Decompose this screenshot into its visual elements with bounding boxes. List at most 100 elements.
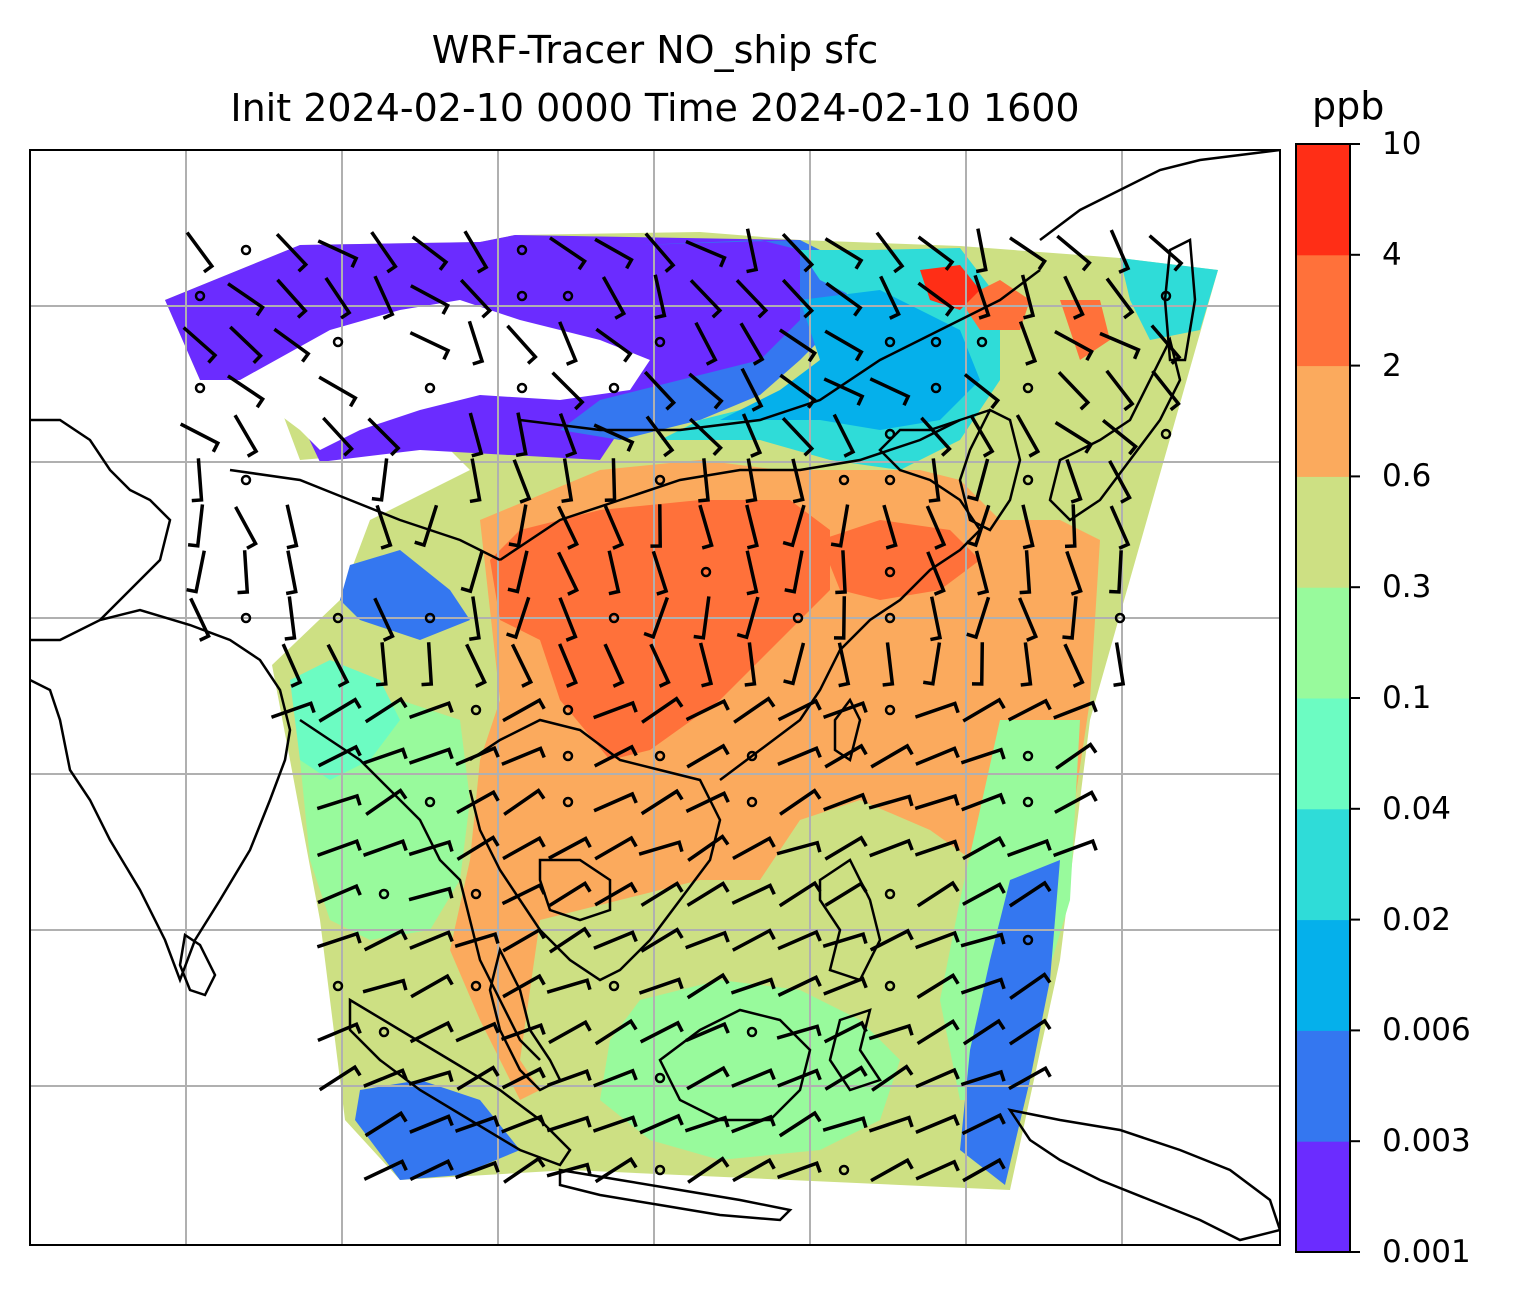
colorbar-segment [1296,365,1350,477]
calm-wind-circle [240,612,252,624]
calm-wind-circle [424,382,436,394]
wind-barb [915,1159,960,1181]
wind-barb [915,746,960,766]
calm-wind-circle [240,244,252,256]
wind-barb [1064,504,1077,549]
wind-barb [284,596,297,641]
calm-wind-circle [654,750,666,762]
wind-barb [961,792,1006,812]
wind-barb [1008,236,1048,271]
calm-wind-circle [884,980,896,992]
wind-barb [508,504,528,548]
colorbar [1295,143,1360,1253]
calm-wind-circle [516,382,528,394]
wind-barb [685,239,727,268]
wind-barb [318,375,358,408]
wind-barb [229,325,263,365]
wind-barb [454,1160,500,1180]
wind-barb [784,550,804,594]
wind-barb [1006,838,1052,858]
wind-barb [685,930,730,950]
wind-barb [925,505,947,550]
wind-barb [316,793,362,811]
wind-barb [469,596,481,641]
wind-barb [928,458,941,503]
wind-barb [638,840,684,856]
wind-barb [643,370,677,411]
wind-barb [685,698,730,722]
wind-barb [822,932,868,948]
wind-barb [454,932,500,948]
wind-barb [1053,700,1098,720]
wind-barb [960,1069,1006,1087]
wind-barb [960,747,1006,765]
calm-wind-circle [332,336,344,348]
wind-barb [1008,1065,1052,1091]
wind-barb [456,789,500,815]
wind-barb [191,458,204,503]
wind-barb [1020,642,1033,687]
wind-barb [270,701,316,719]
wind-barb [558,412,578,458]
wind-barb [371,458,389,502]
calm-wind-circle [654,1072,666,1084]
wind-barb [507,550,529,594]
colorbar-segment [1296,1030,1350,1142]
wind-barb [869,838,914,858]
wind-barb [966,458,990,502]
china-very-high-zone [490,500,830,760]
wind-barb [969,414,995,458]
southwest-blue-zone [355,1080,520,1180]
wind-barb [962,697,1006,723]
wind-barb [467,320,485,366]
wind-barb [822,701,868,719]
wind-barb [974,550,990,596]
wind-barb [870,743,914,769]
wind-barb [875,231,905,274]
wind-barb [1052,838,1098,858]
borneo-coastline [658,1008,812,1122]
map-title-line2: Init 2024-02-10 0000 Time 2024-02-10 160… [230,86,1080,130]
calm-wind-circle [930,336,942,348]
calm-wind-circle [1114,612,1126,624]
colorbar-segment [1296,808,1350,921]
wind-barb [1021,504,1035,550]
wind-barb [929,596,943,642]
wind-barb [408,839,454,857]
wind-barb [408,1070,454,1086]
wind-barb [367,417,401,457]
wind-barb [593,700,638,720]
calm-wind-circle [562,750,574,762]
colorbar-tick-label: 0.1 [1382,680,1432,716]
calm-wind-circle [654,336,666,348]
wind-barb [1150,324,1182,365]
wind-barb [915,930,960,950]
wind-barb [960,932,1006,948]
wind-barb [823,1020,868,1044]
calm-wind-circle [746,796,758,808]
wind-barb [693,596,711,640]
wind-barb [503,1156,546,1184]
wind-barb [639,1113,684,1135]
wind-barb [455,1021,500,1043]
colorbar-tick-label: 0.04 [1382,790,1452,827]
calm-wind-circle [884,336,896,348]
wind-barb [1109,229,1131,274]
wind-barb [686,881,730,907]
calm-wind-circle [1022,382,1034,394]
wind-barb [363,928,408,952]
wind-barb [410,973,454,999]
wind-barb [1056,234,1092,272]
wind-barb [594,881,638,907]
wind-barb [460,550,484,594]
wind-barb [409,284,451,315]
colorbar-tick-label: 0.3 [1382,569,1432,606]
wind-barb [408,747,454,765]
wind-barb [1109,505,1131,550]
calm-wind-circle [516,244,528,256]
wind-barb [781,416,815,457]
wind-barb [1065,550,1083,596]
wind-barb [502,927,546,953]
wind-barb [777,698,822,722]
